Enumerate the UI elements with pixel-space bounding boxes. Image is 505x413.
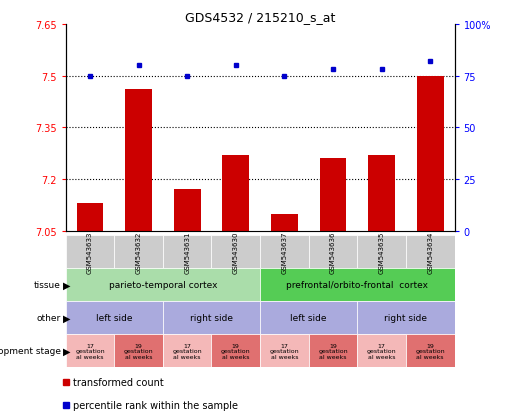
Bar	[222, 156, 249, 231]
Text: GSM543636: GSM543636	[330, 231, 336, 273]
Text: tissue: tissue	[34, 280, 61, 290]
Bar	[406, 335, 454, 368]
Bar	[163, 335, 212, 368]
Text: development stage: development stage	[0, 347, 61, 356]
Text: ▶: ▶	[63, 313, 71, 323]
Text: 19
gestation
al weeks: 19 gestation al weeks	[318, 343, 348, 359]
Bar	[66, 301, 163, 335]
Text: right side: right side	[384, 313, 427, 323]
Bar	[260, 301, 358, 335]
Text: 17
gestation
al weeks: 17 gestation al weeks	[270, 343, 299, 359]
Text: prefrontal/orbito-frontal  cortex: prefrontal/orbito-frontal cortex	[286, 280, 428, 290]
Text: 19
gestation
al weeks: 19 gestation al weeks	[124, 343, 154, 359]
Bar	[260, 235, 309, 268]
Bar	[417, 76, 443, 231]
Bar	[66, 235, 114, 268]
Bar	[114, 335, 163, 368]
Text: GSM543632: GSM543632	[135, 231, 141, 273]
Bar	[320, 159, 346, 231]
Bar	[114, 235, 163, 268]
Bar	[260, 268, 454, 301]
Text: 19
gestation
al weeks: 19 gestation al weeks	[221, 343, 250, 359]
Bar	[66, 335, 114, 368]
Bar	[163, 235, 212, 268]
Text: GSM543634: GSM543634	[427, 231, 433, 273]
Text: GSM543633: GSM543633	[87, 231, 93, 273]
Text: GSM543630: GSM543630	[233, 231, 239, 273]
Text: 17
gestation
al weeks: 17 gestation al weeks	[75, 343, 105, 359]
Text: 17
gestation
al weeks: 17 gestation al weeks	[172, 343, 202, 359]
Text: 19
gestation
al weeks: 19 gestation al weeks	[416, 343, 445, 359]
Text: GSM543631: GSM543631	[184, 231, 190, 273]
Bar	[358, 235, 406, 268]
Bar	[66, 268, 260, 301]
Bar	[271, 214, 298, 231]
Bar	[368, 156, 395, 231]
Text: 17
gestation
al weeks: 17 gestation al weeks	[367, 343, 396, 359]
Bar	[125, 90, 152, 231]
Text: GSM543637: GSM543637	[281, 231, 287, 273]
Text: left side: left side	[96, 313, 132, 323]
Text: ▶: ▶	[63, 280, 71, 290]
Text: other: other	[36, 313, 61, 323]
Title: GDS4532 / 215210_s_at: GDS4532 / 215210_s_at	[185, 11, 335, 24]
Text: parieto-temporal cortex: parieto-temporal cortex	[109, 280, 217, 290]
Bar	[406, 235, 454, 268]
Bar	[212, 335, 260, 368]
Bar	[77, 204, 104, 231]
Text: right side: right side	[190, 313, 233, 323]
Bar	[358, 301, 454, 335]
Text: left side: left side	[290, 313, 327, 323]
Bar	[174, 190, 200, 231]
Bar	[212, 235, 260, 268]
Text: ▶: ▶	[63, 346, 71, 356]
Bar	[309, 335, 357, 368]
Text: transformed count: transformed count	[73, 377, 164, 387]
Text: GSM543635: GSM543635	[379, 231, 385, 273]
Bar	[163, 301, 260, 335]
Bar	[309, 235, 357, 268]
Bar	[260, 335, 309, 368]
Text: percentile rank within the sample: percentile rank within the sample	[73, 400, 238, 410]
Bar	[358, 335, 406, 368]
